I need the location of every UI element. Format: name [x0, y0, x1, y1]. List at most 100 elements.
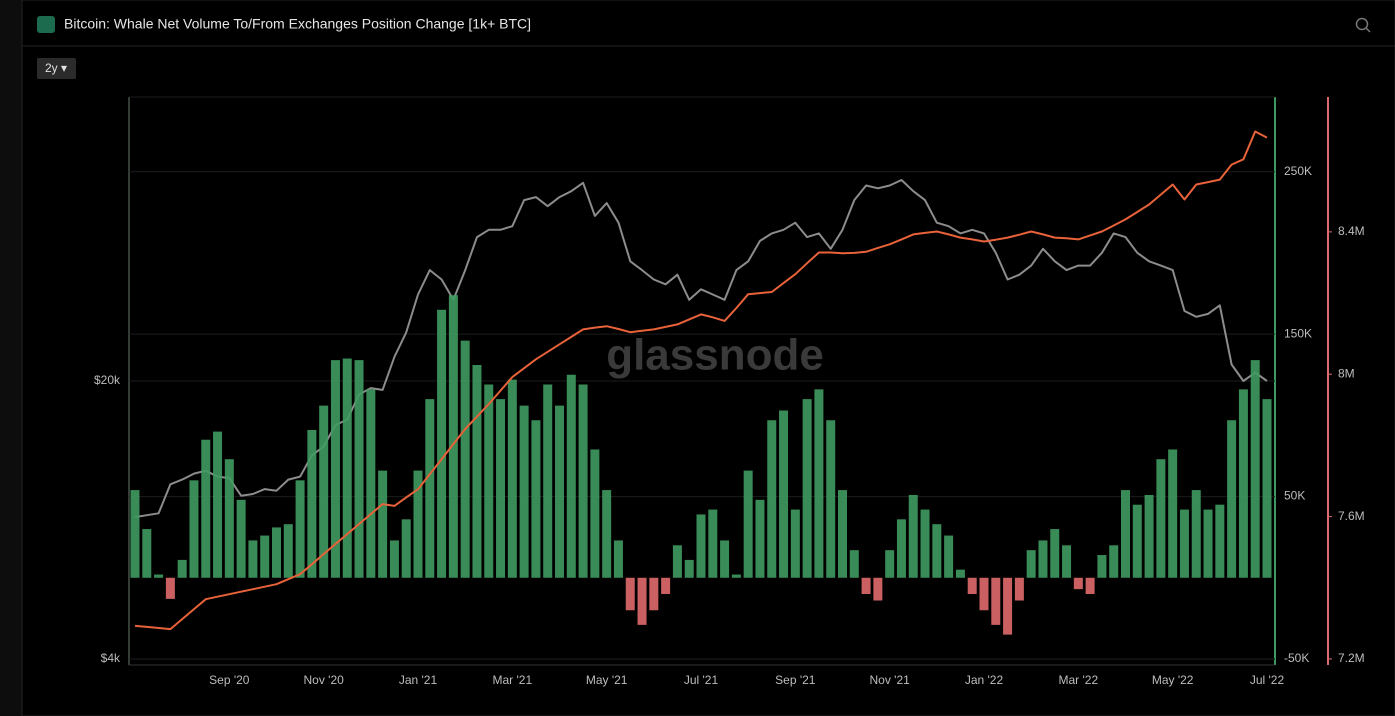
x-tick-label: Jul '22: [1250, 673, 1285, 687]
bar: [1144, 494, 1154, 578]
bar: [684, 559, 694, 578]
bar: [1026, 550, 1036, 578]
bar: [779, 410, 789, 578]
x-tick-label: May '21: [586, 673, 628, 687]
bar: [720, 540, 730, 578]
bar: [354, 360, 364, 578]
bar: [566, 374, 576, 578]
bar: [885, 550, 895, 578]
zoom-icon[interactable]: [1355, 17, 1371, 33]
y3-tick-label: 7.6M: [1338, 509, 1365, 523]
bar: [330, 360, 340, 578]
y3-tick-label: 8.4M: [1338, 224, 1365, 238]
bar: [1073, 577, 1083, 590]
x-tick-label: Mar '22: [1059, 673, 1099, 687]
x-tick-label: Jan '21: [399, 673, 438, 687]
bar: [908, 494, 918, 578]
x-tick-label: Mar '21: [493, 673, 533, 687]
bar: [743, 470, 753, 578]
bar: [555, 405, 564, 578]
bar: [755, 499, 765, 578]
bar: [802, 399, 812, 578]
bar: [849, 550, 859, 578]
bar: [932, 524, 942, 578]
bar: [213, 431, 223, 578]
bar: [378, 470, 388, 578]
bar: [401, 519, 411, 578]
bar: [590, 449, 600, 578]
y3-tick-label: 8M: [1338, 366, 1355, 380]
bar: [389, 540, 399, 578]
bar: [944, 535, 954, 578]
bar: [448, 295, 458, 578]
line: [134, 130, 1268, 631]
x-tick-label: Sep '21: [775, 673, 816, 687]
bar: [224, 459, 234, 578]
bar: [602, 490, 612, 578]
bar: [1250, 360, 1260, 578]
bar: [861, 577, 871, 595]
bar: [130, 490, 140, 578]
bar: [1238, 389, 1248, 578]
bar: [543, 384, 553, 578]
bar: [272, 527, 281, 578]
bar: [260, 535, 270, 578]
bar: [1191, 490, 1201, 578]
bar: [307, 429, 317, 578]
chart-title: Bitcoin: Whale Net Volume To/From Exchan…: [64, 16, 531, 32]
bar: [1215, 504, 1225, 578]
bar: [1097, 555, 1107, 578]
bar: [154, 574, 164, 578]
bar: [991, 577, 1001, 625]
y-tick-label: $4k: [101, 651, 121, 665]
bar: [342, 358, 352, 578]
bar: [1203, 509, 1213, 578]
bar: [873, 577, 883, 601]
bar: [484, 384, 494, 578]
bar: [731, 574, 741, 578]
bar: [696, 514, 706, 578]
bar: [1062, 545, 1072, 578]
bar: [165, 577, 175, 599]
x-tick-label: Nov '21: [870, 673, 911, 687]
bar: [637, 577, 647, 625]
bar: [319, 405, 329, 578]
bar: [1109, 545, 1119, 578]
bar: [979, 577, 989, 611]
bar: [1038, 540, 1048, 578]
bar: [1050, 529, 1060, 578]
y2-tick-label: 50K: [1284, 489, 1305, 503]
bar: [1156, 459, 1166, 578]
bar: [708, 509, 718, 578]
bar: [814, 389, 824, 578]
bar: [578, 384, 588, 578]
bar: [295, 480, 305, 578]
bar: [248, 540, 258, 578]
x-tick-label: Jul '21: [684, 673, 719, 687]
bar: [437, 309, 447, 578]
bar: [955, 569, 965, 578]
bar: [649, 577, 659, 611]
bar: [1003, 577, 1013, 635]
bar: [460, 340, 470, 578]
bar: [920, 509, 930, 578]
watermark: glassnode: [606, 331, 824, 380]
bar: [838, 490, 847, 578]
bar: [472, 365, 482, 578]
bar: [661, 577, 671, 595]
bar: [672, 545, 682, 578]
bar: [790, 509, 800, 578]
y-tick-label: $20k: [94, 373, 121, 387]
range-button-label: 2y ▾: [45, 61, 67, 75]
bar: [1227, 420, 1237, 578]
y3-tick-label: 7.2M: [1338, 651, 1365, 665]
bar: [1262, 399, 1272, 578]
bar: [519, 405, 529, 578]
range-button[interactable]: [37, 58, 76, 79]
bar: [896, 519, 906, 578]
bar: [366, 389, 376, 578]
bar: [496, 399, 506, 578]
y2-tick-label: 250K: [1284, 164, 1312, 178]
x-tick-label: Sep '20: [209, 673, 250, 687]
